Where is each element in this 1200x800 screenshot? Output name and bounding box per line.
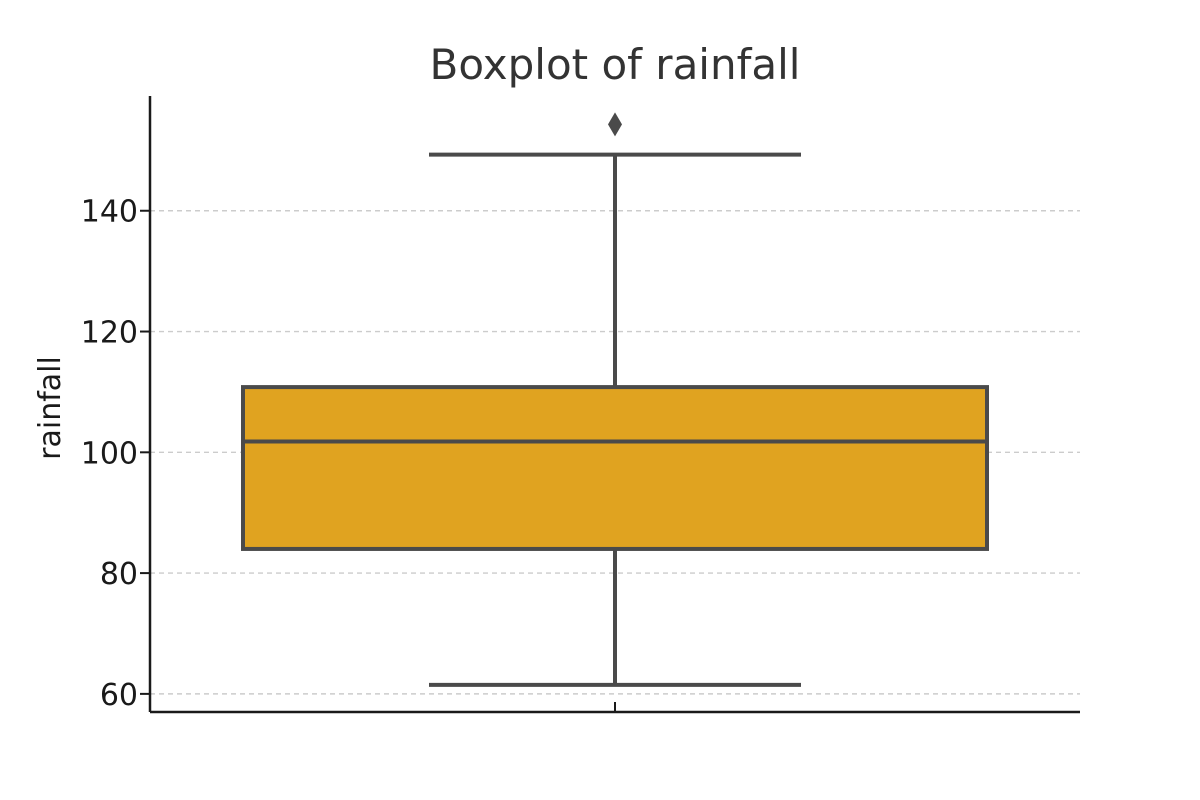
y-tick-label-140: 140 (81, 195, 138, 230)
y-axis-label: rainfall (33, 356, 68, 460)
y-tick-label-60: 60 (100, 678, 138, 713)
y-axis-ticks: 60 80 100 120 140 (81, 195, 150, 713)
box-plot (241, 112, 989, 687)
y-tick-label-100: 100 (81, 436, 138, 471)
interquartile-box (241, 385, 989, 551)
y-tick-label-80: 80 (100, 557, 138, 592)
y-tick-label-120: 120 (81, 316, 138, 351)
chart-title: Boxplot of rainfall (430, 40, 801, 89)
outlier-point-0 (608, 112, 622, 137)
